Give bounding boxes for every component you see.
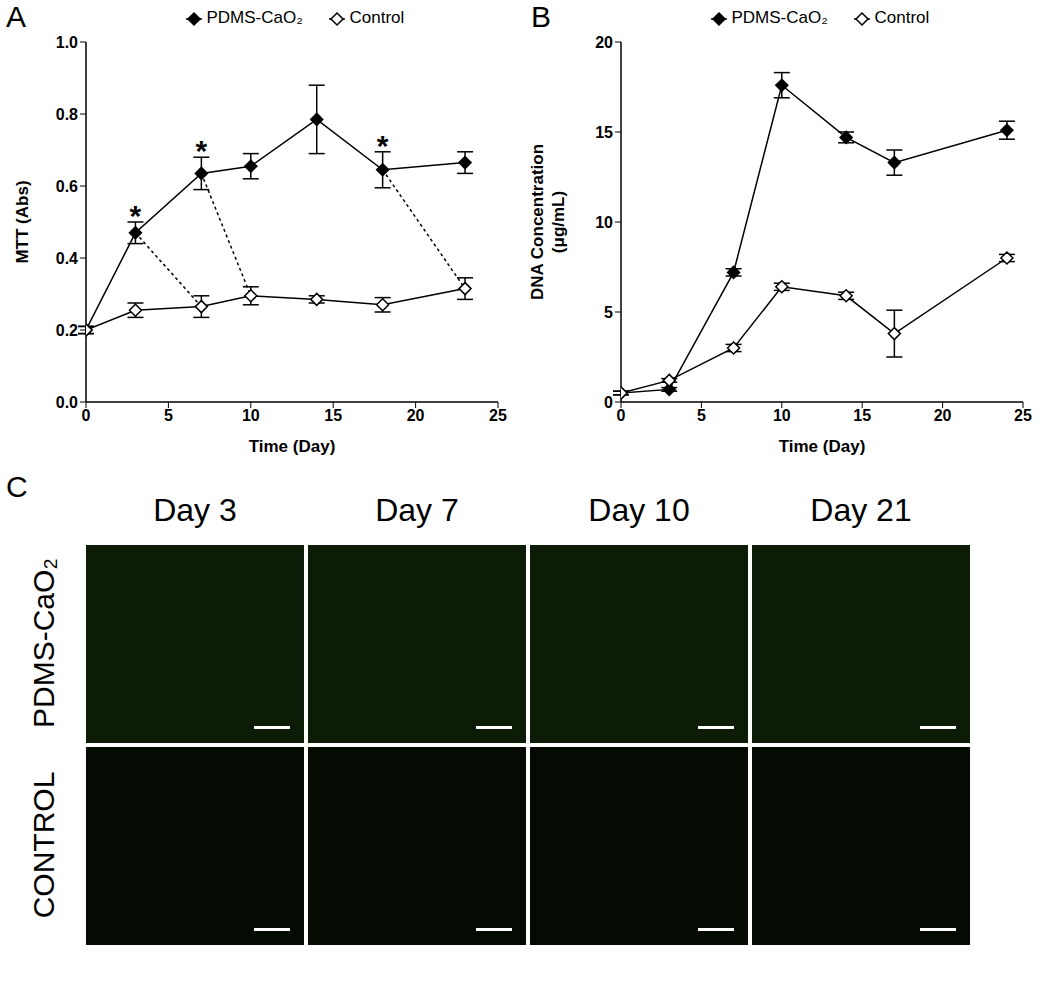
svg-text:0: 0 xyxy=(604,394,613,411)
svg-text:0: 0 xyxy=(617,407,626,424)
svg-text:0.4: 0.4 xyxy=(56,250,78,267)
html-text:A: A xyxy=(6,0,26,33)
svg-text:10: 10 xyxy=(595,214,613,231)
svg-text:10: 10 xyxy=(242,407,260,424)
svg-text:Time (Day): Time (Day) xyxy=(249,437,336,456)
svg-text:5: 5 xyxy=(604,304,613,321)
svg-text:25: 25 xyxy=(489,407,507,424)
svg-text:10: 10 xyxy=(773,407,791,424)
svg-text:MTT (Abs): MTT (Abs) xyxy=(13,180,32,263)
svg-text:15: 15 xyxy=(324,407,342,424)
svg-text:15: 15 xyxy=(595,124,613,141)
svg-text:5: 5 xyxy=(164,407,173,424)
svg-text:20: 20 xyxy=(934,407,952,424)
svg-text:Time (Day): Time (Day) xyxy=(779,437,866,456)
html-text:Day 3: Day 3 xyxy=(153,492,237,528)
html-text:Control: Control xyxy=(874,8,930,27)
svg-text:*: * xyxy=(130,199,142,232)
svg-text:1.0: 1.0 xyxy=(56,34,78,51)
html-text:PDMS-CaO₂: PDMS-CaO₂ xyxy=(206,8,303,27)
svg-text:*: * xyxy=(377,129,389,162)
svg-text:DNA Concentration(μg/mL): DNA Concentration(μg/mL) xyxy=(528,144,568,300)
html-text:PDMS-CaO₂: PDMS-CaO₂ xyxy=(731,8,828,27)
html-text:Day 10: Day 10 xyxy=(588,492,690,528)
html-text:C: C xyxy=(6,470,28,503)
svg-text:25: 25 xyxy=(1014,407,1032,424)
svg-text:20: 20 xyxy=(595,34,613,51)
html-text:CONTROL: CONTROL xyxy=(27,771,60,919)
html-text:B: B xyxy=(531,0,551,33)
svg-text:0: 0 xyxy=(82,407,91,424)
svg-text:0.8: 0.8 xyxy=(56,106,78,123)
svg-text:0.6: 0.6 xyxy=(56,178,78,195)
html-text:Control: Control xyxy=(349,8,405,27)
svg-text:0.2: 0.2 xyxy=(56,322,78,339)
html-text:PDMS-CaO₂: PDMS-CaO₂ xyxy=(27,558,60,728)
html-text:Day 21: Day 21 xyxy=(810,492,912,528)
svg-text:5: 5 xyxy=(697,407,706,424)
svg-text:0.0: 0.0 xyxy=(56,394,78,411)
svg-text:15: 15 xyxy=(853,407,871,424)
svg-text:20: 20 xyxy=(407,407,425,424)
html-text:Day 7: Day 7 xyxy=(375,492,459,528)
svg-text:*: * xyxy=(196,134,208,167)
